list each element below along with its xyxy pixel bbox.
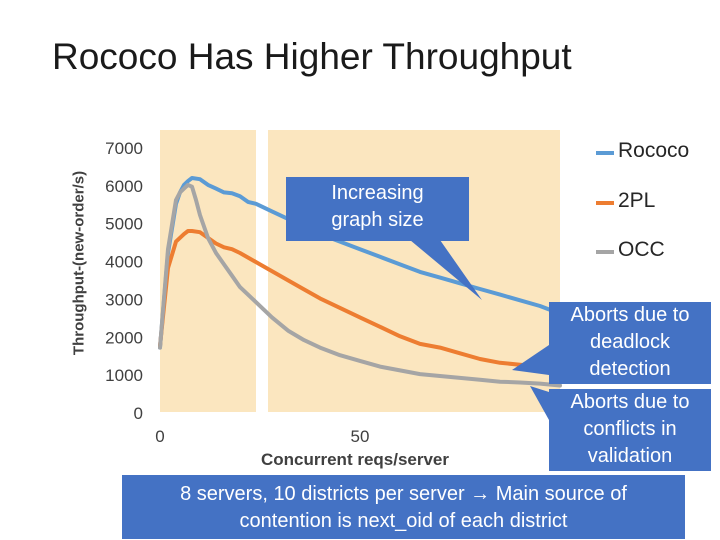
legend-swatch-2pl <box>596 201 614 205</box>
series-line-rococo <box>158 176 562 350</box>
callout-text-line: Increasing <box>331 182 424 204</box>
callout-pointers <box>410 240 549 420</box>
callout-text-line: graph size <box>331 209 424 231</box>
shaded-region-0 <box>160 130 256 412</box>
y-tick-label: 2000 <box>105 328 143 347</box>
y-tick-label: 4000 <box>105 253 143 272</box>
callout-text-line: Aborts due to <box>570 391 690 413</box>
y-tick-label: 6000 <box>105 177 143 196</box>
legend-label-occ: OCC <box>618 238 665 261</box>
y-axis-label: Throughput-(new-order/s) <box>70 170 88 356</box>
y-tick-label: 7000 <box>105 139 143 158</box>
callout-text-line: contention is next_oid of each district <box>239 510 568 532</box>
callout-pointer-validation <box>530 386 549 420</box>
callout-pointer-graph-size <box>410 240 482 300</box>
series-lines <box>158 176 562 388</box>
callout-contention: 8 servers, 10 districts per server → Mai… <box>122 475 685 539</box>
x-axis-label: Concurrent reqs/server <box>260 450 450 469</box>
callout-graph-size: Increasing graph size <box>286 177 469 241</box>
y-tick-labels: 7000 6000 5000 4000 3000 2000 1000 0 <box>105 139 143 423</box>
series-line-2pl <box>158 229 562 371</box>
y-tick-label: 1000 <box>105 366 143 385</box>
callout-text-line: validation <box>587 445 673 467</box>
callout-text-line: Aborts due to <box>570 304 690 326</box>
x-tick-label: 50 <box>351 427 370 446</box>
callout-validation: Aborts due to conflicts in validation <box>549 389 711 471</box>
callout-deadlock: Aborts due to deadlock detection <box>549 302 711 384</box>
legend-label-2pl: 2PL <box>618 189 656 212</box>
shaded-regions <box>160 130 560 412</box>
callout-text-line: detection <box>589 358 671 380</box>
legend-swatch-rococo <box>596 151 614 155</box>
slide-title: Rococo Has Higher Throughput <box>52 36 572 77</box>
callout-text-line: 8 servers, 10 districts per server → Mai… <box>180 483 627 505</box>
x-tick-label: 0 <box>155 427 164 446</box>
y-tick-label: 0 <box>134 404 143 423</box>
callout-pointer-deadlock <box>512 345 549 375</box>
y-tick-label: 3000 <box>105 290 143 309</box>
legend-swatch-occ <box>596 250 614 254</box>
callout-text-line: conflicts in <box>583 418 677 440</box>
callout-text-line: deadlock <box>589 331 671 353</box>
series-line-occ <box>158 182 562 388</box>
x-tick-labels: 05010 <box>155 427 569 446</box>
legend-label-rococo: Rococo <box>618 139 690 162</box>
y-tick-label: 5000 <box>105 215 143 234</box>
